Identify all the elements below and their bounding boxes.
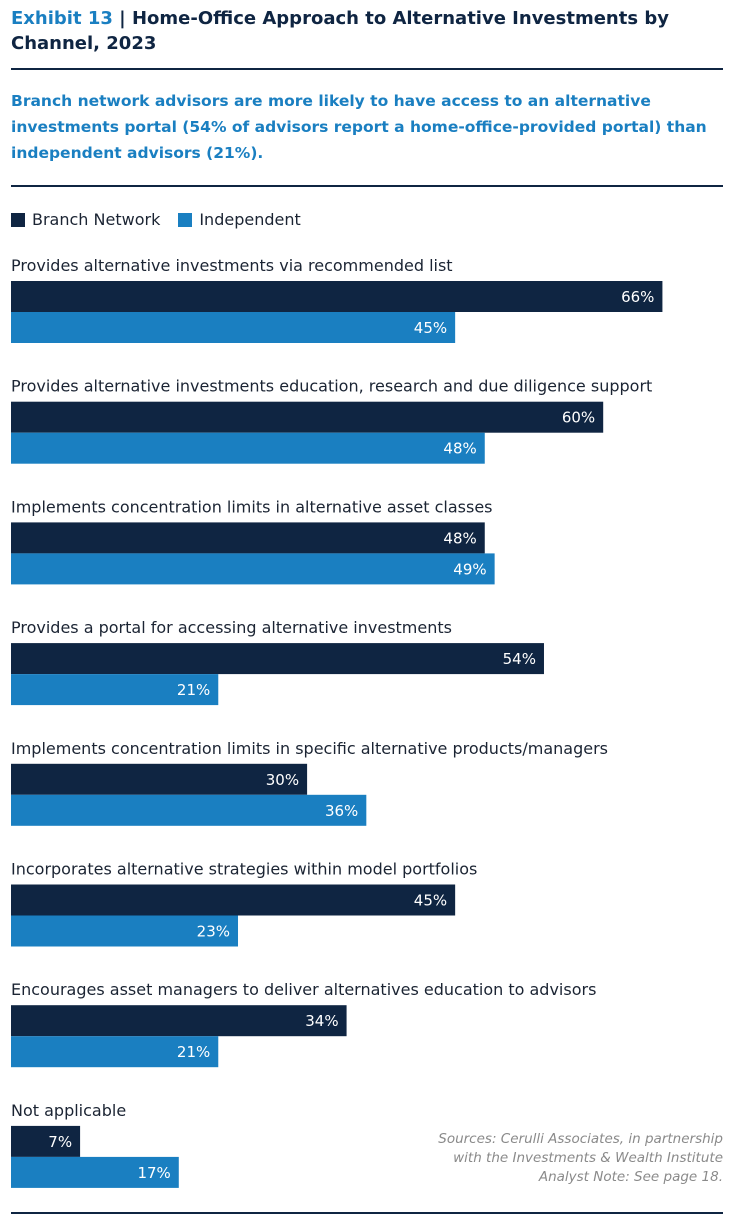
bar-independent bbox=[11, 794, 367, 826]
bar-independent bbox=[11, 915, 239, 947]
data-label: 45% bbox=[414, 892, 447, 910]
subtitle-divider bbox=[11, 185, 723, 187]
category-label: Implements concentration limits in speci… bbox=[11, 739, 608, 758]
data-label: 48% bbox=[443, 440, 476, 458]
bar-branch bbox=[11, 884, 456, 916]
bar-branch bbox=[11, 401, 604, 433]
chart-subtitle: Branch network advisors are more likely … bbox=[11, 92, 707, 162]
legend-label-independent: Independent bbox=[199, 210, 301, 229]
category-label: Not applicable bbox=[11, 1101, 126, 1120]
data-label: 54% bbox=[503, 650, 536, 668]
data-label: 34% bbox=[305, 1012, 338, 1030]
exhibit-label: Exhibit 13 bbox=[11, 8, 113, 29]
category-label: Provides a portal for accessing alternat… bbox=[11, 618, 452, 637]
legend: Branch Network Independent bbox=[11, 210, 319, 229]
bar-branch bbox=[11, 763, 308, 795]
source-line-3: Analyst Note: See page 18. bbox=[538, 1169, 723, 1185]
data-label: 66% bbox=[621, 288, 654, 306]
data-label: 30% bbox=[266, 771, 299, 789]
title-text: Home-Office Approach to Alternative Inve… bbox=[11, 8, 669, 54]
data-label: 17% bbox=[137, 1164, 170, 1182]
legend-item-branch: Branch Network bbox=[11, 210, 160, 229]
bar-independent bbox=[11, 312, 456, 343]
data-label: 60% bbox=[562, 409, 595, 427]
legend-swatch-independent bbox=[178, 212, 193, 227]
data-label: 48% bbox=[443, 529, 476, 547]
chart-title: Exhibit 13 | Home-Office Approach to Alt… bbox=[11, 6, 723, 56]
bottom-divider bbox=[11, 1212, 723, 1214]
legend-swatch-branch bbox=[11, 212, 25, 227]
data-label: 7% bbox=[48, 1133, 72, 1151]
category-label: Incorporates alternative strategies with… bbox=[11, 860, 477, 879]
data-label: 23% bbox=[197, 923, 230, 941]
data-label: 49% bbox=[453, 560, 486, 578]
source-line-1: Sources: Cerulli Associates, in partners… bbox=[438, 1131, 723, 1147]
bar-branch bbox=[11, 643, 544, 675]
bar-independent bbox=[11, 553, 495, 585]
source-line-2: with the Investments & Wealth Institute bbox=[453, 1150, 723, 1166]
category-label: Provides alternative investments via rec… bbox=[11, 256, 453, 275]
data-label: 21% bbox=[177, 1043, 210, 1061]
title-separator: | bbox=[112, 8, 132, 29]
source-note: Sources: Cerulli Associates, in partners… bbox=[438, 1130, 723, 1187]
top-divider bbox=[11, 68, 723, 70]
legend-item-independent: Independent bbox=[178, 210, 301, 229]
legend-label-branch: Branch Network bbox=[32, 210, 161, 229]
bar-independent bbox=[11, 1156, 179, 1188]
bar-independent bbox=[11, 432, 485, 464]
category-label: Encourages asset managers to deliver alt… bbox=[11, 980, 596, 999]
category-label: Provides alternative investments educati… bbox=[11, 377, 652, 396]
bar-independent bbox=[11, 1036, 219, 1068]
bar-branch bbox=[11, 1005, 347, 1037]
category-label: Implements concentration limits in alter… bbox=[11, 497, 493, 516]
data-label: 45% bbox=[414, 319, 447, 337]
bar-branch bbox=[11, 522, 485, 554]
data-label: 21% bbox=[177, 681, 210, 699]
bar-branch bbox=[11, 1125, 81, 1157]
bar-independent bbox=[11, 674, 219, 706]
bar-branch bbox=[11, 281, 663, 312]
data-label: 36% bbox=[325, 802, 358, 820]
